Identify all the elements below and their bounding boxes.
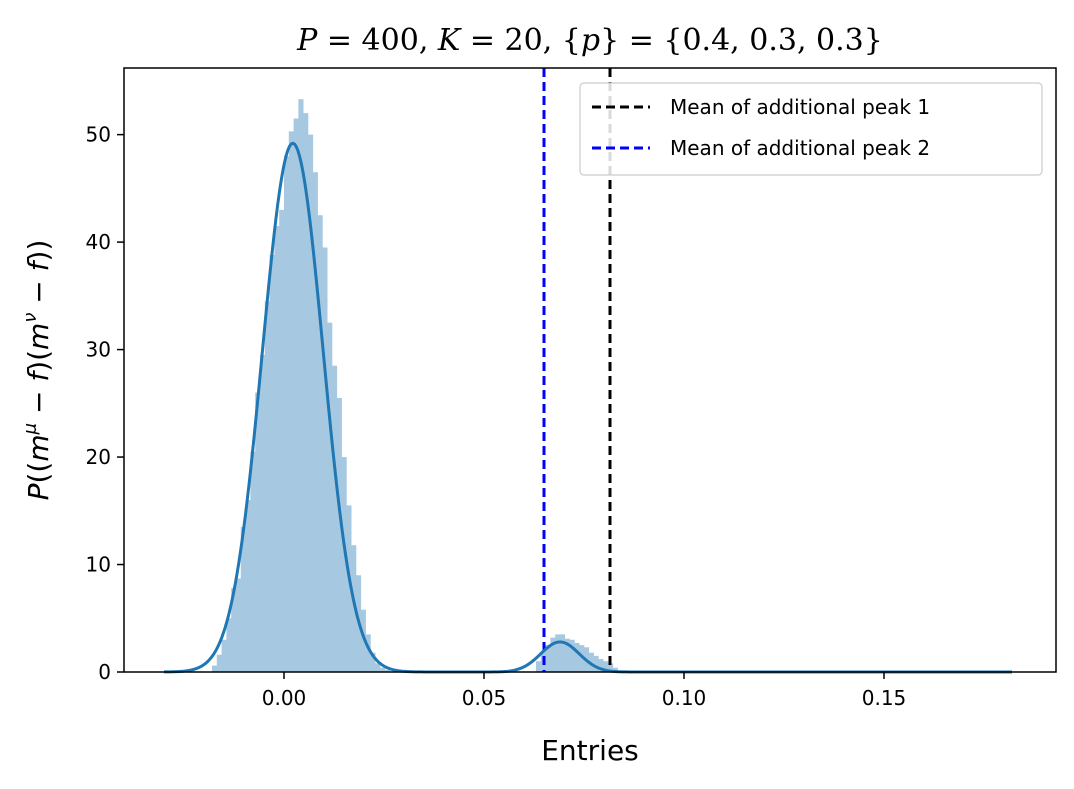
- histogram-bar: [579, 645, 585, 672]
- histogram-bar: [288, 131, 294, 673]
- histogram-bar: [322, 247, 328, 673]
- x-tick-label: 0.00: [262, 686, 307, 710]
- histogram-bar: [216, 654, 222, 672]
- histogram-bar: [341, 457, 347, 672]
- histogram-bar: [269, 255, 275, 673]
- histogram-bar: [360, 609, 366, 672]
- histogram-bar: [598, 659, 604, 672]
- histogram-bar: [336, 397, 342, 672]
- legend-label-peak-2: Mean of additional peak 2: [670, 136, 930, 160]
- y-tick-label: 40: [86, 230, 111, 254]
- chart-title: P = 400, K = 20, {p} = {0.4, 0.3, 0.3}: [296, 23, 883, 58]
- histogram-bar: [226, 618, 232, 672]
- histogram-bar: [312, 172, 318, 672]
- histogram-bar: [555, 634, 561, 672]
- histogram-bar: [351, 545, 357, 672]
- histogram-bar: [298, 99, 304, 673]
- histogram-bar: [308, 134, 314, 673]
- histogram-bar: [236, 578, 242, 672]
- histogram-bar: [545, 645, 551, 672]
- histogram-bar: [564, 638, 570, 672]
- y-tick-label: 30: [86, 338, 111, 362]
- histogram-bar: [608, 663, 614, 672]
- histogram-bar: [574, 642, 580, 672]
- histogram-bar: [612, 667, 618, 672]
- histogram-bar: [255, 392, 261, 672]
- histogram-bar: [250, 451, 256, 672]
- histogram-bar: [327, 322, 333, 672]
- histogram-bar: [384, 669, 390, 672]
- y-tick-label: 20: [86, 445, 111, 469]
- histogram-bar: [303, 113, 309, 672]
- histogram-bar: [240, 526, 246, 672]
- x-tick-label: 0.15: [862, 686, 907, 710]
- y-tick-label: 50: [86, 123, 111, 147]
- legend: Mean of additional peak 1 Mean of additi…: [579, 82, 1043, 176]
- histogram-bar: [317, 215, 323, 672]
- y-axis-ticks: 0 10 20 30 40 50: [86, 123, 124, 684]
- histogram-bar: [332, 365, 338, 672]
- y-tick-label: 0: [98, 660, 111, 684]
- histogram-bar: [221, 639, 227, 672]
- histogram-bar: [370, 652, 376, 672]
- histogram-bar: [536, 661, 542, 672]
- histogram-bar: [593, 655, 599, 672]
- histogram-bar: [260, 354, 266, 672]
- plot-frame: [123, 67, 1057, 673]
- histogram-bar: [375, 663, 381, 672]
- histogram-bar: [603, 661, 609, 672]
- histogram-bar: [380, 667, 386, 672]
- histogram-bar: [212, 665, 218, 672]
- histogram-bars: [212, 99, 618, 673]
- histogram-bar: [560, 634, 566, 672]
- histogram-bar: [245, 500, 251, 672]
- histogram-bar: [284, 156, 290, 672]
- y-axis-label: P((mμ − f)(mν − f)): [20, 240, 55, 501]
- legend-label-peak-1: Mean of additional peak 1: [670, 95, 930, 119]
- histogram-bar: [293, 118, 299, 673]
- y-tick-label: 10: [86, 553, 111, 577]
- x-tick-label: 0.05: [462, 686, 507, 710]
- histogram-bar: [274, 225, 280, 672]
- x-axis-label: Entries: [541, 734, 639, 767]
- histogram-bar: [279, 209, 285, 673]
- x-tick-label: 0.10: [662, 686, 707, 710]
- histogram-bar: [231, 588, 237, 672]
- histogram-bar: [365, 634, 371, 672]
- histogram-bar: [346, 505, 352, 672]
- legend-box: [579, 82, 1043, 176]
- histogram-bar: [264, 301, 270, 672]
- x-axis-ticks: 0.00 0.05 0.10 0.15: [262, 672, 907, 710]
- histogram-bar: [569, 639, 575, 672]
- histogram-bar: [550, 637, 556, 672]
